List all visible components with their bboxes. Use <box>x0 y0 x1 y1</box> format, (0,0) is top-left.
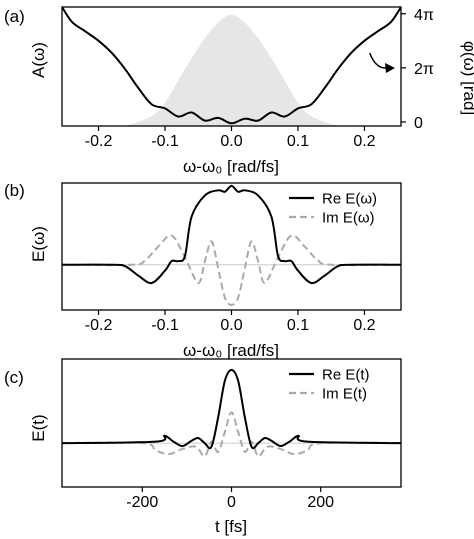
panel-a-xtick-label: -0.1 <box>151 133 179 150</box>
panel-c-xtick-label: 200 <box>307 494 334 511</box>
panel-c-xtick-label: 0 <box>227 494 236 511</box>
panel-b-xlabel: ω-ω₀ [rad/fs] <box>183 341 279 360</box>
panel-b-ylabel: E(ω) <box>29 226 48 262</box>
panel-c-legend-entry: Re E(t) <box>322 367 370 384</box>
panel-a-ylabel: A(ω) <box>29 42 48 78</box>
amplitude-spectrum-area <box>62 14 401 126</box>
panel-b-xtick-label: -0.1 <box>151 317 179 334</box>
panel-c-legend-entry: Im E(t) <box>322 386 367 403</box>
panel-b-xtick-label: 0.0 <box>220 317 242 334</box>
panel-c-xtick-label: -200 <box>126 494 158 511</box>
spectral-phase-line <box>62 7 401 125</box>
panel-b-xtick-label: 0.2 <box>353 317 375 334</box>
panel-b-imag-line <box>62 234 401 306</box>
panel-a-xtick-label: 0.1 <box>287 133 309 150</box>
panel-a-xtick-label: 0.2 <box>353 133 375 150</box>
panel-a-xtick-label: 0.0 <box>220 133 242 150</box>
panel-c-label: (c) <box>4 368 24 387</box>
panel-b-real-line <box>62 184 401 285</box>
panel-b-plot: Re E(ω) Im E(ω) -0.2 -0.1 0.0 0.1 0.2 <box>61 182 402 334</box>
panel-b-xtick-label: -0.2 <box>85 317 113 334</box>
panel-a-y2tick-label: 0 <box>414 115 423 132</box>
panel-a-xtick-label: -0.2 <box>85 133 113 150</box>
phase-axis-arrow <box>369 52 388 69</box>
panel-b-label: (b) <box>4 181 25 200</box>
panel-c-plot: Re E(t) Im E(t) -200 0 200 <box>61 358 402 511</box>
panel-c-imag-line <box>62 411 401 458</box>
panel-c-real-line <box>62 368 401 450</box>
panel-a-plot: -0.2 -0.1 0.0 0.1 0.2 0 2π 4π <box>61 6 434 150</box>
panel-a-y2label: φ(ω) [rad] <box>460 41 474 115</box>
panel-a-label: (a) <box>4 7 25 26</box>
panel-b-legend-entry: Im E(ω) <box>322 210 375 227</box>
panel-c-ylabel: E(t) <box>29 414 48 441</box>
panel-b-xtick-label: 0.1 <box>287 317 309 334</box>
panel-a-y2tick-label: 4π <box>414 7 434 24</box>
panel-a-xlabel: ω-ω₀ [rad/fs] <box>183 157 279 176</box>
phase-axis-arrowhead <box>385 62 395 73</box>
panel-c-xlabel: t [fs] <box>215 517 247 536</box>
panel-b-legend-entry: Re E(ω) <box>322 191 377 208</box>
panel-a-y2tick-label: 2π <box>414 61 434 78</box>
